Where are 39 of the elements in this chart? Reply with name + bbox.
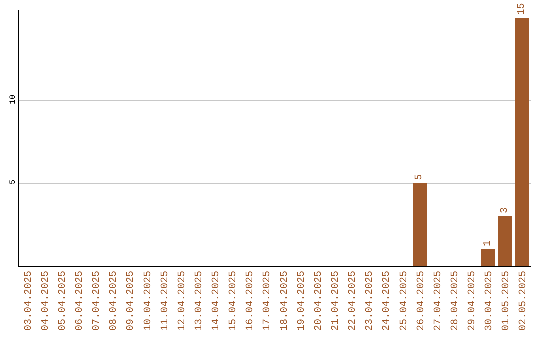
bar — [413, 183, 428, 266]
x-tick-label: 12.04.2025 — [177, 271, 188, 332]
x-tick-label: 25.04.2025 — [399, 271, 410, 332]
x-tick-label: 07.04.2025 — [92, 271, 104, 332]
x-tick-label: 14.04.2025 — [212, 271, 223, 332]
x-tick-label: 02.05.2025 — [518, 271, 530, 332]
data-label: 1 — [482, 240, 494, 246]
x-tick-label: 11.04.2025 — [160, 271, 172, 332]
x-tick-label: 15.04.2025 — [228, 271, 240, 332]
x-tick-label: 30.04.2025 — [484, 271, 496, 332]
x-tick-label: 08.04.2025 — [109, 271, 120, 332]
x-tick-label: 05.04.2025 — [58, 271, 69, 332]
x-tick-label: 29.04.2025 — [468, 271, 479, 332]
x-tick-label: 04.04.2025 — [40, 271, 52, 332]
x-tick-label: 03.04.2025 — [24, 271, 35, 332]
data-label: 3 — [500, 207, 511, 214]
x-tick-label: 10.04.2025 — [143, 271, 154, 332]
x-tick-label: 06.04.2025 — [74, 271, 86, 332]
x-tick-label: 23.04.2025 — [365, 271, 376, 332]
data-label: 5 — [414, 174, 426, 180]
x-tick-label: 21.04.2025 — [330, 271, 342, 332]
x-tick-label: 22.04.2025 — [348, 271, 360, 332]
x-tick-label: 19.04.2025 — [296, 271, 308, 332]
data-label: 15 — [516, 3, 528, 16]
bar — [498, 216, 512, 266]
x-tick-label: 18.04.2025 — [280, 271, 291, 332]
x-tick-label: 13.04.2025 — [194, 271, 206, 332]
x-tick-label: 26.04.2025 — [416, 271, 428, 332]
x-tick-label: 28.04.2025 — [450, 271, 462, 332]
x-tick-label: 16.04.2025 — [246, 271, 257, 332]
bar — [515, 18, 530, 266]
x-tick-label: 09.04.2025 — [126, 271, 138, 332]
x-tick-label: 01.05.2025 — [502, 271, 513, 332]
x-tick-label: 17.04.2025 — [262, 271, 274, 332]
x-tick-label: 24.04.2025 — [382, 271, 394, 332]
x-tick-label: 27.04.2025 — [433, 271, 444, 332]
x-tick-label: 20.04.2025 — [314, 271, 325, 332]
y-tick-label: 10 — [8, 94, 18, 104]
bar — [481, 249, 496, 266]
